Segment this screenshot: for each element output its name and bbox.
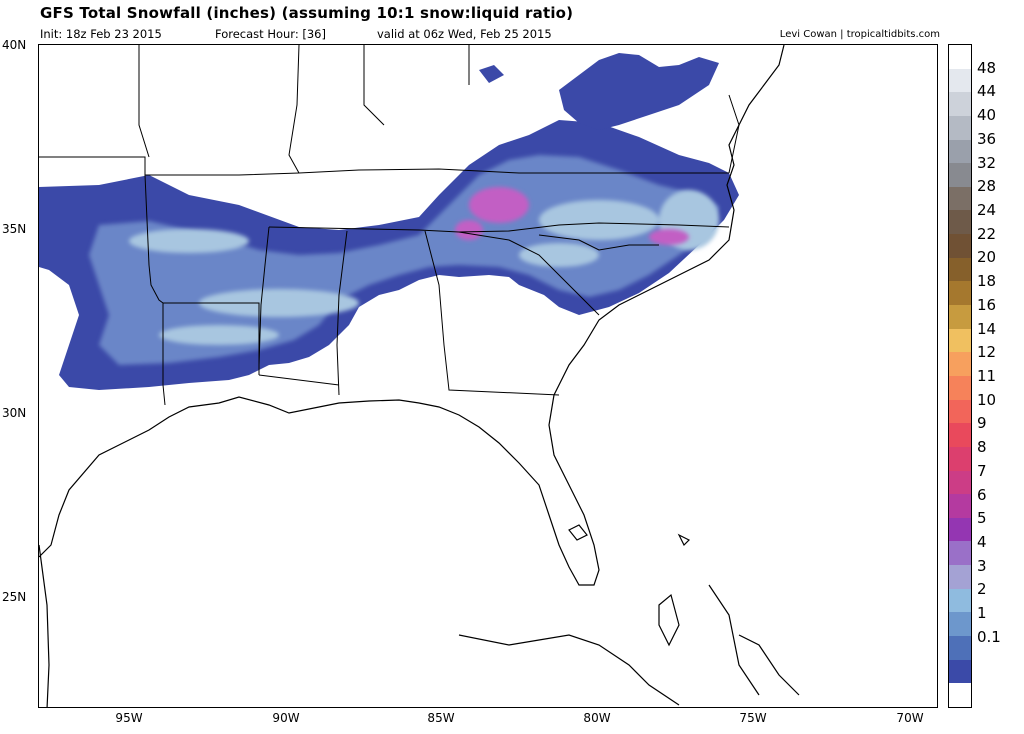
- legend-label: 22: [977, 224, 997, 243]
- legend-swatch: [949, 636, 971, 660]
- legend-swatch: [949, 352, 971, 376]
- legend-label: 7: [977, 461, 987, 480]
- legend-swatch: [949, 92, 971, 116]
- legend-swatch: [949, 399, 971, 424]
- forecast-hour: Forecast Hour: [36]: [215, 27, 326, 41]
- legend-label: 3: [977, 556, 987, 575]
- valid-time: valid at 06z Wed, Feb 25 2015: [377, 27, 552, 41]
- legend-swatch: [949, 612, 971, 637]
- legend-swatch: [949, 588, 971, 613]
- lat-label-40n: 40N: [2, 38, 27, 52]
- legend-label: 11: [977, 367, 997, 385]
- legend-label: 36: [977, 129, 997, 148]
- lat-label-25n: 25N: [2, 590, 27, 604]
- legend-label: 5: [977, 509, 987, 528]
- legend-label: 28: [977, 177, 997, 196]
- legend-label: 1: [977, 604, 987, 623]
- legend-swatch: [949, 186, 971, 211]
- legend-swatch: [949, 565, 971, 589]
- lon-label-70w: 70W: [896, 711, 924, 725]
- legend-swatch: [949, 115, 971, 140]
- legend-label: 18: [977, 272, 997, 291]
- legend-label: 24: [977, 201, 997, 219]
- legend-swatch: [949, 257, 971, 282]
- legend-label: 10: [977, 390, 997, 409]
- legend-label: 2: [977, 580, 987, 599]
- legend-swatch: [949, 541, 971, 566]
- legend-swatch: [949, 494, 971, 518]
- legend-swatch: [949, 68, 971, 93]
- color-legend: [948, 44, 972, 708]
- legend-label: 6: [977, 485, 987, 504]
- legend-swatch: [949, 446, 971, 471]
- legend-swatch: [949, 281, 971, 306]
- legend-label: 44: [977, 82, 997, 101]
- legend-label: 8: [977, 438, 987, 457]
- legend-label: 48: [977, 58, 997, 77]
- legend-label: 16: [977, 295, 997, 314]
- legend-swatch: [949, 305, 971, 329]
- credit: Levi Cowan | tropicaltidbits.com: [779, 29, 940, 40]
- lon-label-85w: 85W: [427, 711, 455, 725]
- legend-swatch: [949, 375, 971, 400]
- legend-swatch: [949, 139, 971, 164]
- legend-label: 40: [977, 106, 997, 125]
- legend-label: 32: [977, 153, 997, 172]
- legend-swatch: [949, 210, 971, 235]
- legend-label: 4: [977, 533, 987, 551]
- legend-swatch: [949, 45, 971, 69]
- legend-swatch: [949, 683, 971, 707]
- snowfall-map: [39, 45, 800, 707]
- lat-label-30n: 30N: [2, 406, 27, 420]
- legend-label: 12: [977, 343, 997, 362]
- legend-swatch: [949, 659, 971, 684]
- lon-label-80w: 80W: [583, 711, 611, 725]
- state-borders: [39, 45, 740, 406]
- legend-label: 14: [977, 319, 997, 338]
- legend-swatch: [949, 234, 971, 258]
- snowfall-heavy: [129, 190, 719, 345]
- init-time: Init: 18z Feb 23 2015: [40, 27, 162, 41]
- legend-swatch: [949, 163, 971, 187]
- lon-label-95w: 95W: [115, 711, 143, 725]
- legend-label: 20: [977, 248, 997, 267]
- legend-label: 9: [977, 414, 987, 433]
- legend-swatch: [949, 517, 971, 542]
- map-title: GFS Total Snowfall (inches) (assuming 10…: [40, 4, 574, 22]
- lon-label-90w: 90W: [272, 711, 300, 725]
- legend-swatch: [949, 423, 971, 447]
- legend-swatch: [949, 328, 971, 353]
- lon-label-75w: 75W: [739, 711, 767, 725]
- legend-label: 0.1: [977, 627, 1001, 646]
- map-panel: [38, 44, 938, 708]
- legend-swatch: [949, 470, 971, 495]
- lat-label-35n: 35N: [2, 222, 27, 236]
- coastline: [39, 45, 800, 707]
